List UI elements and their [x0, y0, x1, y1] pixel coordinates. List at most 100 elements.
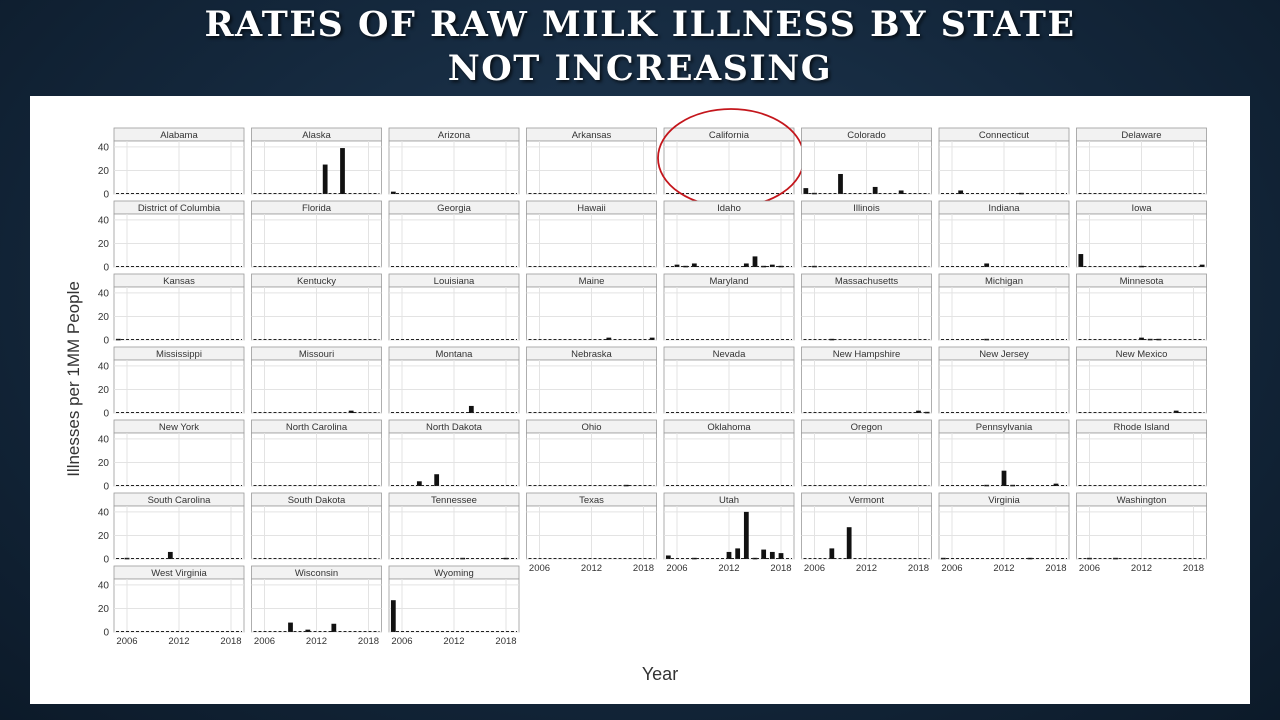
bar — [752, 256, 758, 267]
slide-subtitle: NOT INCREASING — [447, 48, 833, 89]
bar — [322, 164, 328, 194]
facet-label: Pennsylvania — [976, 422, 1033, 433]
bar — [743, 263, 749, 267]
facet-label: Oregon — [851, 422, 883, 433]
facet-label: New York — [159, 422, 199, 433]
facet-label: Oklahoma — [707, 422, 751, 433]
facet-label: Utah — [719, 495, 739, 506]
bar — [691, 263, 697, 267]
y-tick-label: 0 — [103, 336, 109, 347]
bar — [778, 553, 784, 559]
bar — [167, 551, 173, 559]
chart-panel: Alabama 0 20 40 Alaska Arizona Arkansas Califor… — [30, 96, 1250, 704]
facet-label: Michigan — [985, 276, 1023, 287]
y-tick-label: 0 — [103, 628, 109, 639]
facet-label: Wyoming — [434, 568, 474, 579]
bar — [691, 557, 697, 560]
facet-label: Washington — [1117, 495, 1167, 506]
x-tick-label: 2006 — [529, 563, 550, 574]
y-tick-label: 20 — [98, 385, 110, 396]
slide-title: RATES OF RAW MILK ILLNESS BY STATE — [204, 4, 1076, 45]
facet-label: Nebraska — [571, 349, 612, 360]
facet-label: Iowa — [1131, 203, 1152, 214]
y-tick-label: 40 — [98, 361, 110, 372]
bar — [898, 190, 904, 194]
facet-label: Indiana — [988, 203, 1020, 214]
bar — [665, 555, 671, 559]
facet-label: Tennessee — [431, 495, 477, 506]
facet-label: Montana — [436, 349, 474, 360]
facet-label: New Jersey — [979, 349, 1029, 360]
facet-label: Maryland — [709, 276, 748, 287]
bar — [761, 549, 767, 559]
x-tick-label: 2006 — [666, 563, 687, 574]
bar — [1001, 470, 1007, 486]
facet-label: Idaho — [717, 203, 741, 214]
x-tick-label: 2012 — [443, 636, 464, 647]
x-tick-label: 2018 — [1045, 563, 1066, 574]
bar — [1199, 264, 1205, 267]
x-tick-label: 2018 — [908, 563, 929, 574]
bar — [958, 190, 964, 194]
bar — [984, 263, 990, 267]
x-tick-label: 2012 — [1131, 563, 1152, 574]
bar — [606, 337, 612, 340]
bar — [340, 148, 345, 194]
facet-label: Colorado — [847, 130, 886, 141]
bar — [683, 265, 689, 268]
facet-label: Illinois — [853, 203, 880, 214]
bar — [726, 551, 732, 559]
bar — [468, 405, 474, 413]
bar — [434, 474, 440, 486]
y-tick-label: 20 — [98, 531, 110, 542]
facet-label: California — [709, 130, 750, 141]
bar — [390, 600, 396, 632]
x-tick-label: 2006 — [1079, 563, 1100, 574]
faceted-bar-chart: Alabama 0 20 40 Alaska Arizona Arkansas Califor… — [64, 108, 1207, 684]
bar — [348, 410, 354, 413]
bar — [769, 551, 775, 559]
bar — [1027, 557, 1033, 560]
facet-label: Massachusetts — [835, 276, 899, 287]
bar — [649, 337, 655, 340]
bar — [674, 264, 680, 267]
x-tick-label: 2012 — [993, 563, 1014, 574]
bar — [416, 481, 422, 486]
bar — [752, 557, 758, 560]
facet-label: Kentucky — [297, 276, 336, 287]
facet-label: West Virginia — [151, 568, 207, 579]
x-tick-label: 2012 — [581, 563, 602, 574]
y-tick-label: 0 — [103, 190, 109, 201]
facet-label: Texas — [579, 495, 604, 506]
y-tick-label: 40 — [98, 434, 110, 445]
y-tick-label: 20 — [98, 312, 110, 323]
bar — [924, 411, 930, 414]
x-tick-label: 2012 — [306, 636, 327, 647]
facet-label: Georgia — [437, 203, 472, 214]
y-tick-label: 0 — [103, 555, 109, 566]
x-axis-title: Year — [642, 664, 678, 684]
y-tick-label: 0 — [103, 409, 109, 420]
bar — [390, 191, 396, 194]
y-tick-label: 20 — [98, 458, 110, 469]
facet-label: Kansas — [163, 276, 195, 287]
bar — [838, 173, 843, 194]
x-tick-label: 2018 — [358, 636, 379, 647]
y-tick-label: 20 — [98, 239, 110, 250]
facet-label: South Dakota — [288, 495, 346, 506]
x-tick-label: 2012 — [856, 563, 877, 574]
facet-label: Vermont — [849, 495, 885, 506]
x-tick-label: 2018 — [220, 636, 241, 647]
y-tick-label: 0 — [103, 263, 109, 274]
bar — [803, 188, 809, 194]
x-tick-label: 2018 — [770, 563, 791, 574]
facet-label: Florida — [302, 203, 332, 214]
x-tick-label: 2006 — [391, 636, 412, 647]
bar — [331, 623, 337, 632]
bar — [872, 186, 878, 194]
bar — [846, 527, 852, 559]
bar — [916, 410, 921, 413]
bar — [288, 622, 293, 632]
y-tick-label: 40 — [98, 580, 110, 591]
bar — [1053, 483, 1059, 486]
